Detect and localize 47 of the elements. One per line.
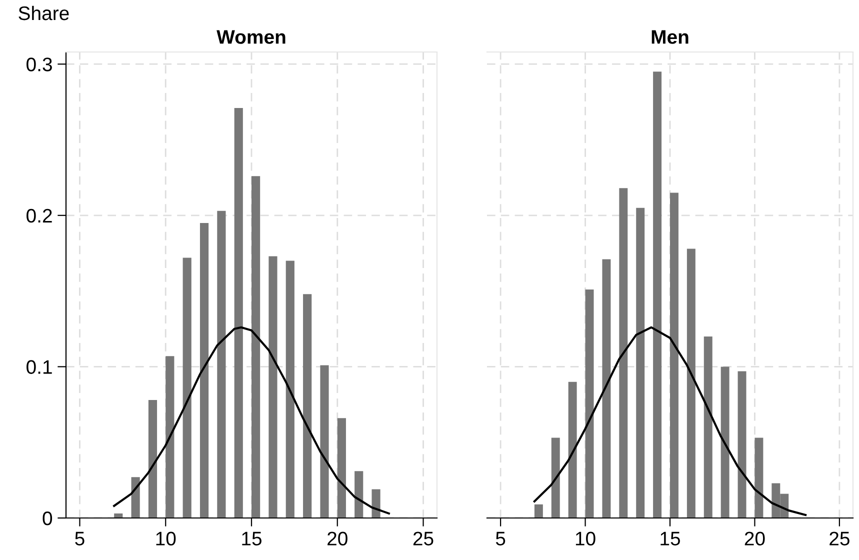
x-tick-label: 25: [413, 532, 434, 546]
bar: [534, 504, 543, 518]
line-series: [113, 326, 390, 515]
bar: [670, 192, 678, 518]
bar: [653, 72, 662, 518]
bar: [148, 400, 158, 518]
bar: [200, 222, 209, 518]
x-tick-label: 10: [156, 532, 176, 546]
bar: [568, 382, 577, 518]
bar: [738, 371, 746, 518]
bar: [286, 260, 294, 518]
bar: [303, 294, 312, 518]
bar: [268, 256, 278, 518]
y-axis-title: Share: [18, 6, 69, 20]
chart-title: Men: [652, 30, 688, 44]
x-tick-label: 15: [660, 532, 680, 546]
bar: [354, 471, 364, 518]
bar: [372, 489, 380, 518]
bar: [131, 477, 140, 518]
x-tick-label: 5: [496, 532, 506, 546]
chart-title: Women: [216, 30, 286, 44]
bar: [166, 356, 174, 518]
bar: [585, 290, 594, 518]
bar: [234, 108, 243, 518]
bar: [704, 336, 712, 518]
bar: [720, 366, 730, 518]
x-tick-label: 10: [576, 532, 596, 546]
bar: [551, 438, 560, 518]
bar: [602, 259, 611, 518]
x-tick-label: 5: [75, 532, 84, 546]
x-tick-label: 15: [242, 532, 262, 546]
bar: [686, 248, 696, 518]
x-tick-label: 20: [744, 532, 765, 546]
bar: [337, 418, 346, 518]
bar: [754, 438, 764, 518]
x-tick-label: 25: [830, 532, 850, 546]
bar: [619, 188, 628, 518]
bar: [182, 258, 192, 518]
bar: [252, 176, 260, 518]
y-tick-label: 0.1: [26, 360, 52, 374]
bar: [636, 208, 645, 518]
y-tick-label: 0.3: [26, 58, 52, 72]
bar: [217, 210, 226, 518]
x-tick-label: 20: [328, 532, 348, 546]
y-tick-label: 0: [42, 511, 52, 526]
y-tick-label: 0.2: [26, 208, 52, 223]
bar: [320, 365, 329, 518]
